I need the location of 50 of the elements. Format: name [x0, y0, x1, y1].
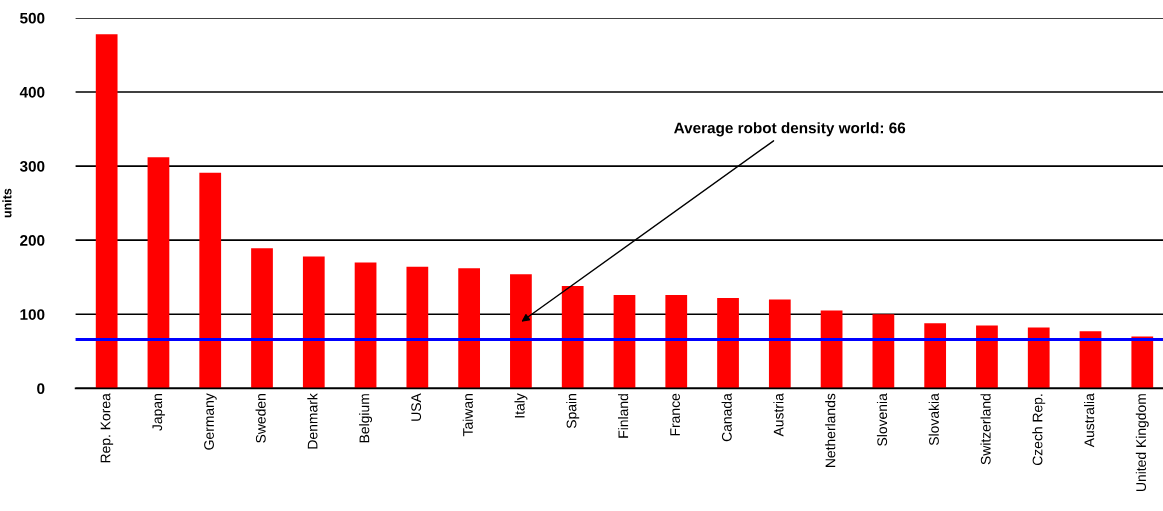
bar: [976, 325, 998, 389]
bar: [1079, 331, 1102, 389]
y-tick-label: 200: [20, 235, 45, 246]
x-tick-label: Rep. Korea: [100, 393, 114, 463]
y-tick-label: 300: [19, 160, 45, 172]
y-tick-label: 100: [20, 309, 45, 320]
y-tick-label: 500: [20, 12, 45, 24]
x-tick-label: Denmark: [307, 393, 318, 449]
bar: [406, 266, 429, 389]
bar: [613, 295, 636, 389]
bar: [458, 268, 481, 389]
bar: [510, 274, 532, 389]
x-tick-label: Spain: [566, 394, 580, 429]
y-tick-label: 400: [19, 86, 45, 98]
bar: [95, 34, 118, 389]
x-tick-label: Taiwan: [462, 394, 473, 437]
x-tick-label: Finland: [618, 394, 629, 438]
bar: [302, 256, 325, 389]
x-tick-label: Japan: [152, 394, 165, 431]
x-tick-label: France: [670, 393, 680, 436]
x-tick-label: Canada: [721, 393, 732, 442]
bar: [924, 323, 947, 389]
x-tick-label: Germany: [204, 393, 217, 450]
bar: [768, 299, 791, 389]
bar: [561, 286, 584, 389]
x-tick-label: Australia: [1084, 393, 1095, 448]
x-tick-label: USA: [411, 393, 422, 421]
y-axis-title: units: [2, 188, 12, 218]
x-tick-label: United Kingdom: [1135, 394, 1149, 491]
bar: [199, 172, 222, 389]
x-tick-label: Czech Rep.: [1032, 394, 1046, 466]
x-tick-label: Italy: [514, 393, 528, 418]
y-tick-label: 0: [37, 383, 45, 395]
x-tick-label: Austria: [773, 393, 784, 437]
bar: [717, 297, 739, 389]
bar: [251, 248, 273, 389]
bar: [1027, 327, 1050, 389]
x-tick-label: Slovenia: [876, 393, 888, 446]
x-tick-label: Slovakia: [928, 393, 939, 446]
x-tick-label: Belgium: [359, 394, 373, 443]
x-tick-label: Switzerland: [980, 394, 991, 465]
bar: [665, 295, 688, 389]
bar: [820, 310, 843, 389]
x-tick-label: Netherlands: [825, 393, 836, 467]
annotation: Average robot density world: 66: [674, 122, 906, 137]
bar: [354, 262, 377, 389]
x-tick-label: Sweden: [255, 394, 266, 443]
bar: [147, 157, 170, 389]
bar: [872, 314, 895, 389]
bar: [1131, 336, 1154, 389]
